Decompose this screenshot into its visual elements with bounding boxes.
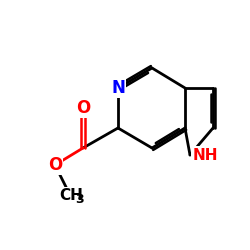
Text: N: N <box>111 79 125 97</box>
Text: 3: 3 <box>75 193 84 206</box>
Text: O: O <box>48 156 62 174</box>
Text: NH: NH <box>192 148 218 162</box>
Text: O: O <box>76 99 90 117</box>
Text: CH: CH <box>59 188 83 202</box>
